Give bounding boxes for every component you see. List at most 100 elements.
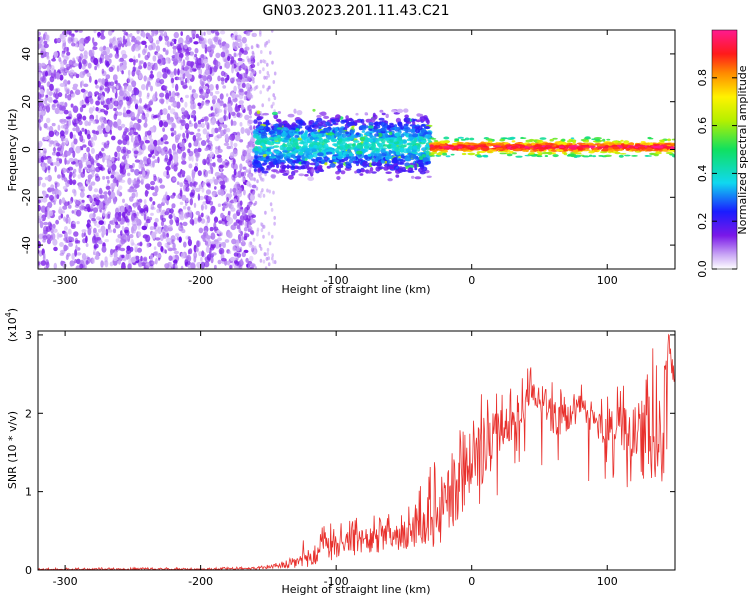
spectrogram-line-cell	[639, 146, 646, 149]
spectrogram-noise-cell	[95, 216, 101, 221]
spectrogram-noise-cell	[94, 91, 100, 96]
spectrogram-band-cell	[404, 127, 411, 130]
spectrogram-line-cell	[483, 154, 489, 158]
spectrogram-noise-cell	[151, 231, 157, 239]
spectrogram-noise-cell	[198, 184, 204, 189]
spectrogram-band-cell	[340, 170, 346, 175]
spectrogram-noise-cell	[106, 97, 112, 105]
spectrogram-noise-cell	[104, 204, 108, 209]
spectrogram-noise-cell	[137, 53, 141, 58]
spectrogram-band-cell	[345, 161, 350, 165]
spectrogram-noise-cell	[162, 234, 167, 239]
spectrogram-band-cell	[381, 112, 386, 116]
spectrogram-noise-cell	[153, 139, 158, 147]
spectrogram-line-cell	[614, 151, 621, 155]
spectrogram-noise-cell	[58, 206, 62, 212]
spectrogram-noise-cell	[233, 222, 238, 226]
spectrogram-noise-cell	[186, 46, 192, 52]
spectrogram-band-cell	[254, 155, 262, 159]
spectrogram-noise-cell	[38, 140, 43, 148]
spectrogram-line-cell	[441, 142, 446, 145]
spectrogram-noise-cell	[217, 203, 221, 207]
spectrogram-noise-cell	[79, 205, 85, 211]
spectrogram-noise-cell	[222, 161, 226, 166]
spectrogram-band-cell	[424, 131, 429, 135]
spectrogram-noise-cell	[179, 69, 185, 75]
spectrogram-noise-cell	[91, 141, 95, 147]
spectrogram-band-cell	[314, 162, 320, 167]
spectrogram-noise-cell	[121, 43, 125, 48]
spectrogram-noise-cell	[133, 87, 138, 92]
spectrogram-noise-cell	[111, 135, 116, 141]
spectrogram-noise-cell	[250, 220, 254, 225]
spectrogram-noise-cell	[39, 98, 45, 104]
spectrogram-noise-cell	[113, 197, 117, 205]
spectrogram-noise-cell	[217, 148, 223, 153]
spectrogram-noise-cell	[259, 246, 263, 251]
spectrogram-noise-cell	[205, 101, 210, 106]
spectrogram-noise-cell	[218, 220, 223, 224]
spectrogram-noise-cell	[182, 221, 188, 227]
spectrogram-noise-cell	[258, 69, 262, 74]
spectrogram-noise-cell	[191, 114, 194, 119]
spectrogram-noise-cell	[100, 108, 106, 113]
spectrogram-noise-cell	[179, 182, 184, 188]
spectrogram-noise-cell	[58, 215, 61, 221]
spectrogram-noise-cell	[63, 201, 69, 207]
spectrogram-noise-cell	[165, 98, 169, 105]
spectrogram-noise-cell	[205, 189, 212, 195]
spectrogram-band-cell	[368, 131, 375, 134]
spectrogram-band-cell	[277, 159, 282, 164]
spectrogram-noise-cell	[172, 263, 176, 269]
spectrogram-noise-cell	[231, 92, 235, 99]
spectrogram-line-cell	[595, 138, 600, 142]
spectrogram-noise-cell	[194, 47, 199, 54]
spectrogram-x-label: Height of straight line (km)	[281, 283, 430, 296]
spectrogram-line-cell	[545, 144, 551, 148]
spectrogram-noise-cell	[239, 41, 243, 48]
spectrogram-noise-cell	[236, 246, 240, 252]
spectrogram-noise-cell	[157, 112, 161, 117]
spectrogram-noise-cell	[131, 242, 135, 246]
spectrogram-noise-cell	[173, 164, 178, 172]
spectrogram-noise-cell	[67, 228, 72, 235]
spectrogram-noise-cell	[109, 43, 114, 49]
spectrogram-band-cell	[417, 125, 423, 131]
spectrogram-band-cell	[346, 137, 353, 141]
spectrogram-noise-cell	[123, 31, 128, 36]
spectrogram-noise-cell	[152, 192, 158, 197]
spectrogram-band-cell	[418, 167, 424, 173]
spectrogram-band-cell	[313, 144, 318, 149]
spectrogram-noise-cell	[137, 198, 143, 203]
spectrogram-noise-cell	[193, 41, 199, 45]
spectrogram-band-cell	[384, 133, 389, 139]
spectrogram-band-cell	[391, 150, 396, 154]
spectrogram-noise-cell	[49, 83, 54, 91]
spectrogram-noise-cell	[247, 31, 250, 36]
spectrogram-band-cell	[364, 137, 369, 143]
spectrogram-band-cell	[421, 123, 426, 127]
spectrogram-noise-cell	[103, 104, 108, 108]
spectrogram-noise-cell	[152, 160, 155, 168]
spectrogram-noise-cell	[134, 168, 140, 176]
spectrogram-line-cell	[592, 155, 597, 158]
spectrogram-noise-cell	[99, 46, 104, 52]
spectrogram-noise-cell	[194, 151, 201, 158]
spectrogram-noise-cell	[247, 57, 251, 65]
spectrogram-noise-cell	[210, 30, 215, 34]
spectrogram-noise-cell	[153, 221, 158, 228]
spectrogram-noise-cell	[206, 254, 212, 261]
spectrogram-noise-cell	[43, 100, 48, 105]
spectrogram-noise-cell	[231, 34, 236, 41]
spectrogram-y-tick-label: 0	[20, 146, 33, 153]
spectrogram-noise-cell	[190, 103, 195, 110]
spectrogram-noise-cell	[244, 46, 250, 51]
spectrogram-noise-cell	[256, 232, 259, 237]
spectrogram-noise-cell	[162, 210, 165, 215]
spectrogram-noise-cell	[267, 73, 271, 78]
spectrogram-noise-cell	[220, 51, 226, 58]
spectrogram-noise-cell	[134, 103, 139, 110]
spectrogram-band-cell	[266, 151, 273, 155]
spectrogram-band-cell	[297, 137, 303, 141]
